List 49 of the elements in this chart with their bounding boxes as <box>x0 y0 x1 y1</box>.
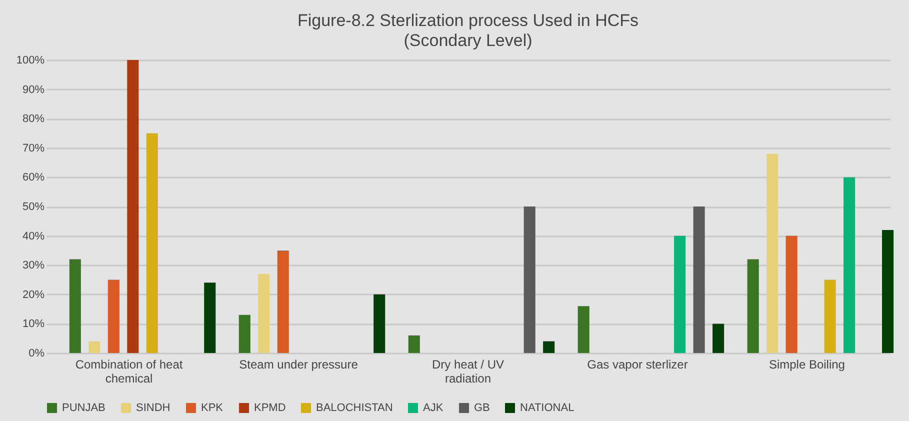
x-tick-label: Steam under pressure <box>239 358 358 372</box>
legend-label: KPK <box>201 402 224 414</box>
y-tick-label: 0% <box>28 348 45 360</box>
bar <box>543 341 555 353</box>
bar <box>844 177 856 353</box>
x-tick-label: Combination of heat chemical <box>75 358 184 386</box>
legend-label: NATIONAL <box>520 402 574 414</box>
legend-label: AJK <box>423 402 444 414</box>
y-tick-label: 50% <box>22 201 45 213</box>
bar <box>146 133 158 353</box>
bar <box>408 335 420 353</box>
bar <box>578 306 590 353</box>
legend-label: BALOCHISTAN <box>316 402 393 414</box>
bar <box>374 294 386 353</box>
y-tick-label: 60% <box>22 172 45 184</box>
y-tick-label: 90% <box>22 84 45 96</box>
y-tick-label: 40% <box>22 230 45 242</box>
bar <box>766 154 778 353</box>
bar <box>712 324 724 353</box>
y-tick-label: 100% <box>16 54 45 66</box>
x-tick-label: Simple Boiling <box>768 358 845 372</box>
bar <box>277 250 289 353</box>
bar <box>524 206 536 353</box>
chart-title: Figure-8.2 Sterlization process Used in HCFs <box>297 11 639 30</box>
chart-subtitle: (Scondary Level) <box>404 31 532 50</box>
x-tick-label: Dry heat / UV radiation <box>432 358 504 386</box>
y-tick-label: 30% <box>22 260 45 272</box>
legend-label: SINDH <box>136 402 170 414</box>
bar <box>204 282 216 353</box>
legend-label: KPMD <box>254 402 286 414</box>
legend-label: GB <box>474 402 490 414</box>
bar <box>88 341 100 353</box>
bar <box>747 259 759 353</box>
legend-label: PUNJAB <box>62 402 106 414</box>
x-tick-label: Gas vapor sterlizer <box>587 358 688 372</box>
bar <box>786 236 798 353</box>
y-tick-label: 70% <box>22 142 45 154</box>
y-tick-label: 10% <box>22 318 45 330</box>
bar <box>693 206 705 353</box>
y-tick-label: 20% <box>22 288 45 301</box>
bar <box>238 314 250 353</box>
y-tick-label: 80% <box>22 113 45 126</box>
bar <box>258 274 270 353</box>
bar <box>882 230 894 353</box>
bar <box>824 280 836 353</box>
bar <box>69 259 81 353</box>
bar <box>108 280 120 353</box>
bar <box>674 236 686 353</box>
bar <box>127 60 139 353</box>
